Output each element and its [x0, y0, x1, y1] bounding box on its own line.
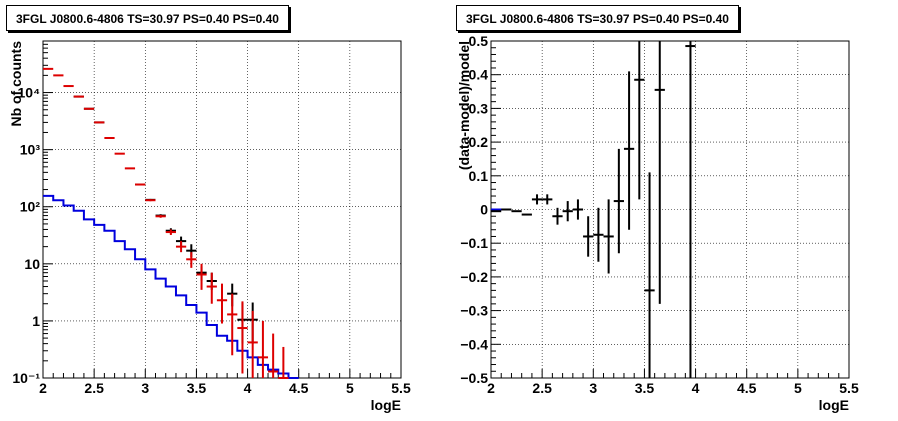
y-tick-label: 10⁻¹ [12, 370, 40, 386]
model-point [155, 214, 166, 218]
x-axis-label: logE [371, 397, 401, 413]
x-tick-label: 4 [244, 380, 252, 396]
plot-frame [490, 40, 850, 379]
residual-point [654, 41, 665, 304]
x-tick-label: 2 [487, 380, 495, 396]
chart-title: 3FGL J0800.6-4806 TS=30.97 PS=0.40 PS=0.… [456, 5, 739, 31]
model-point [165, 229, 176, 235]
x-tick-label: 5.5 [391, 380, 411, 396]
residual-point [603, 199, 614, 274]
y-axis-label: (data-model)/model [456, 41, 472, 170]
counts-panel: 3FGL J0800.6-4806 TS=30.97 PS=0.40 PS=0.… [6, 5, 411, 413]
model-point [268, 333, 279, 378]
counts-plot: 2 2.5 3 3.5 4 4.5 5 5.5 10⁻¹ 1 10 10² 10³ 10⁴ logE Nb o… [8, 40, 411, 413]
y-tick-label: −0.3 [460, 303, 488, 319]
x-tick-label: 2.5 [532, 380, 552, 396]
y-tick-label: 0.1 [469, 168, 489, 184]
residual-point [572, 199, 584, 220]
residual-point [531, 194, 543, 205]
residual-point [583, 216, 594, 257]
residual-point [562, 201, 573, 222]
residual-point [623, 71, 635, 230]
y-tick-label: 1 [32, 313, 40, 329]
model-point [196, 263, 207, 290]
model-point [206, 272, 217, 304]
model-point [227, 293, 238, 356]
y-tick-label: 0.4 [469, 67, 489, 83]
model-point [145, 199, 156, 202]
x-tick-label: 5 [346, 380, 354, 396]
y-tick-label: 0.5 [469, 33, 489, 49]
model-point [247, 310, 258, 378]
y-tick-label: −0.1 [460, 235, 488, 251]
x-tick-label: 4 [692, 380, 700, 396]
background-model-line [43, 194, 299, 379]
y-tick-label: 10⁴ [18, 85, 41, 101]
model-point [278, 346, 289, 379]
model-point [186, 252, 197, 268]
x-tick-label: 3 [141, 380, 149, 396]
x-tick-label: 2.5 [84, 380, 104, 396]
residual-plot: 2 2.5 3 3.5 4 4.5 5 5.5 −0.5 −0.4 −0.3 −0.2 −0.1 0 0.1… [456, 33, 859, 413]
residual-point [593, 207, 604, 262]
model-point [175, 241, 187, 253]
x-tick-label: 3 [589, 380, 597, 396]
residual-point [613, 148, 624, 254]
y-tick-label: −0.2 [460, 269, 488, 285]
y-tick-label: 10 [24, 256, 40, 272]
x-tick-label: 3.5 [187, 380, 207, 396]
residual-point [542, 194, 553, 205]
x-tick-label: 4.5 [737, 380, 757, 396]
residual-point [685, 41, 696, 378]
x-tick-label: 3.5 [635, 380, 655, 396]
y-tick-label: −0.5 [460, 370, 488, 386]
model-point [135, 183, 146, 186]
y-tick-label: −0.4 [460, 336, 488, 352]
y-tick-label: 0.2 [469, 134, 489, 150]
x-tick-label: 2 [39, 380, 47, 396]
plot-frame [42, 40, 402, 379]
model-point [216, 283, 228, 324]
chart-title: 3FGL J0800.6-4806 TS=30.97 PS=0.40 PS=0.… [6, 5, 289, 31]
y-tick-label: 0.3 [469, 100, 489, 116]
model-point [257, 320, 269, 378]
x-tick-label: 5 [794, 380, 802, 396]
x-tick-label: 5.5 [839, 380, 859, 396]
model-point [237, 301, 248, 374]
residual-point [634, 41, 645, 200]
x-axis-label: logE [819, 397, 849, 413]
y-tick-label: 10³ [20, 142, 41, 158]
x-tick-label: 4.5 [289, 380, 309, 396]
residual-point [552, 207, 563, 225]
residual-point [644, 172, 655, 378]
residual-panel: 3FGL J0800.6-4806 TS=30.97 PS=0.40 PS=0.… [449, 0, 898, 421]
y-axis-label: Nb of counts [8, 41, 24, 127]
y-tick-label: 0 [480, 202, 488, 218]
y-tick-label: 10² [20, 199, 41, 215]
